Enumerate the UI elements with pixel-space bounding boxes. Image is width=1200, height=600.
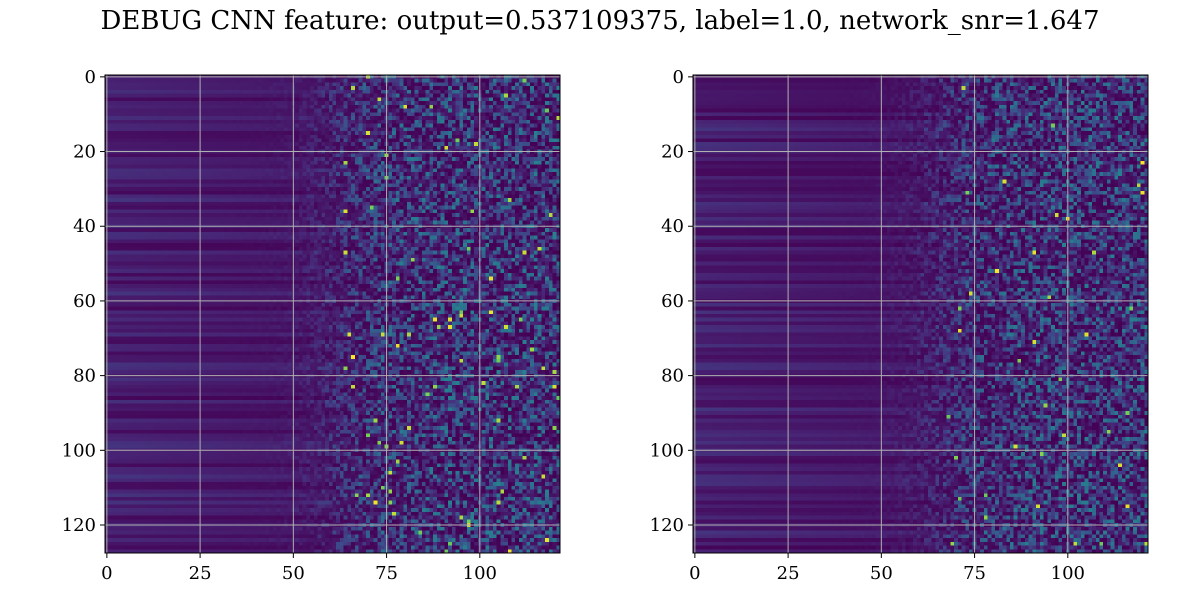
figure-title: DEBUG CNN feature: output=0.537109375, l… (100, 6, 1100, 36)
y-tick-label: 0 (85, 67, 96, 88)
heatmap-image (693, 75, 1148, 553)
y-tick-label: 60 (661, 291, 684, 312)
heatmap-image (105, 75, 560, 553)
y-tick-label: 40 (661, 216, 684, 237)
y-tick-label: 100 (62, 440, 96, 461)
y-tick-label: 20 (661, 142, 684, 163)
y-tick-label: 20 (73, 142, 96, 163)
x-tick-label: 75 (963, 563, 986, 584)
y-tick-label: 100 (650, 440, 684, 461)
axes-frame (692, 74, 1149, 554)
x-tick-label: 0 (689, 563, 700, 584)
y-tick-label: 0 (673, 67, 684, 88)
y-tick-label: 120 (62, 515, 96, 536)
heatmap-panel-left: 0 25 50 75 100 0 20 40 60 80 100 120 (62, 67, 561, 584)
x-tick-label: 100 (463, 563, 497, 584)
y-tick-label: 80 (661, 366, 684, 387)
y-tick-label: 80 (73, 366, 96, 387)
x-tick-label: 25 (189, 563, 212, 584)
x-tick-label: 50 (282, 563, 305, 584)
y-tick-label: 40 (73, 216, 96, 237)
y-tick-label: 120 (650, 515, 684, 536)
axes-frame (104, 74, 561, 554)
x-tick-label: 0 (101, 563, 112, 584)
x-tick-label: 25 (777, 563, 800, 584)
x-tick-label: 50 (870, 563, 893, 584)
heatmap-panel-right: 0 25 50 75 100 0 20 40 60 80 100 120 (650, 67, 1149, 584)
y-tick-label: 60 (73, 291, 96, 312)
x-tick-label: 75 (375, 563, 398, 584)
x-tick-label: 100 (1051, 563, 1085, 584)
